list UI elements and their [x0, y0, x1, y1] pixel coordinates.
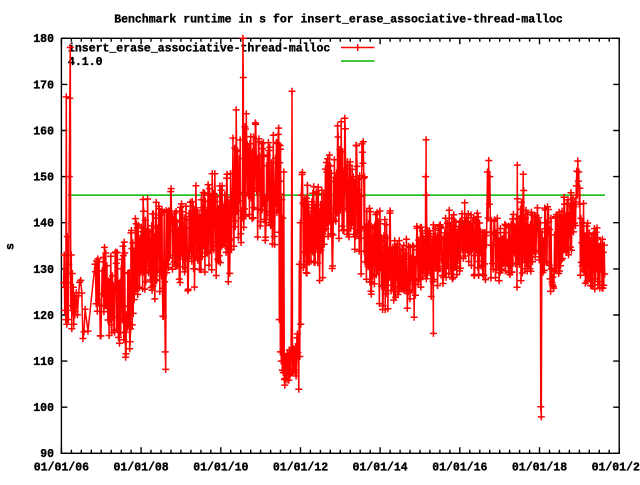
svg-text:100: 100	[33, 402, 54, 415]
svg-text:170: 170	[33, 79, 54, 92]
svg-text:01/01/14: 01/01/14	[352, 462, 407, 475]
svg-text:120: 120	[33, 310, 54, 323]
svg-text:01/01/16: 01/01/16	[432, 462, 487, 475]
svg-text:110: 110	[33, 356, 54, 369]
svg-text:01/01/18: 01/01/18	[512, 462, 567, 475]
svg-text:01/01/12: 01/01/12	[273, 462, 328, 475]
svg-text:4.1.0: 4.1.0	[68, 56, 103, 69]
svg-text:Benchmark runtime in s for ins: Benchmark runtime in s for insert_erase_…	[114, 14, 563, 27]
svg-text:01/01/20: 01/01/20	[592, 462, 640, 475]
svg-text:90: 90	[40, 448, 54, 461]
svg-text:150: 150	[33, 172, 54, 185]
svg-text:01/01/06: 01/01/06	[34, 462, 89, 475]
svg-text:01/01/08: 01/01/08	[113, 462, 168, 475]
svg-text:140: 140	[33, 218, 54, 231]
svg-text:insert_erase_associative-threa: insert_erase_associative-thread-malloc	[68, 42, 330, 55]
svg-text:01/01/10: 01/01/10	[193, 462, 248, 475]
svg-text:130: 130	[33, 264, 54, 277]
svg-text:180: 180	[33, 33, 54, 46]
svg-text:s: s	[5, 243, 18, 250]
svg-text:160: 160	[33, 125, 54, 138]
